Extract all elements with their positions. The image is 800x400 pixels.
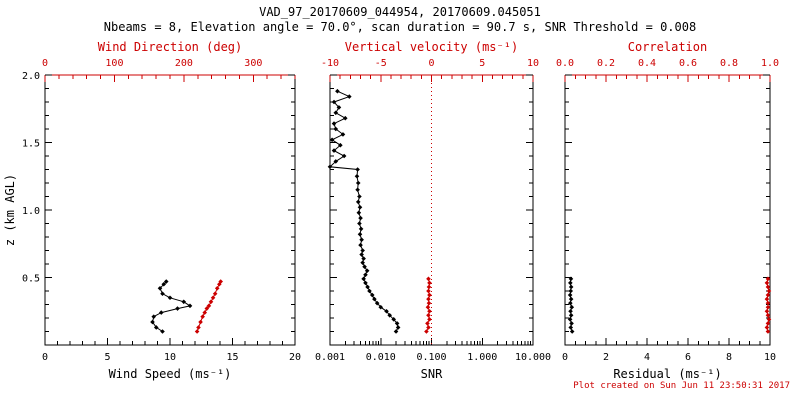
svg-text:2: 2 [603,352,609,363]
svg-text:0.001: 0.001 [315,352,345,363]
svg-text:300: 300 [244,58,262,69]
svg-text:4: 4 [644,352,650,363]
axis-y-residual-correlation [565,74,770,346]
svg-text:0: 0 [42,352,48,363]
series-snr-profile [327,88,401,334]
axis-title-snr-vertical-velocity-top: Vertical velocity (ms⁻¹) [345,40,518,54]
svg-text:1.000: 1.000 [467,352,497,363]
svg-text:0.0: 0.0 [556,58,574,69]
svg-text:200: 200 [175,58,193,69]
series-wind-direction [194,279,223,334]
svg-text:0.5: 0.5 [22,274,40,285]
svg-text:0.010: 0.010 [366,352,396,363]
svg-text:0.4: 0.4 [638,58,656,69]
plot-created-timestamp: Plot created on Sun Jun 11 23:50:31 2017 [573,381,790,391]
svg-text:10: 10 [527,58,539,69]
axis-title-snr-vertical-velocity-bottom: SNR [421,367,443,381]
svg-text:1.0: 1.0 [761,58,779,69]
axis-title-wind-speed-direction-top: Wind Direction (deg) [98,40,243,54]
panel-wind-speed-direction: 0 5 10 15 20 Wind Speed (ms⁻¹) 0 100 200 300Wind … [3,40,301,381]
svg-text:5: 5 [104,352,110,363]
svg-text:8: 8 [726,352,732,363]
svg-text:0.6: 0.6 [679,58,697,69]
axis-title-z: z (km AGL) [3,174,17,246]
svg-text:2.0: 2.0 [22,71,40,82]
svg-text:20: 20 [289,352,301,363]
svg-text:100: 100 [105,58,123,69]
plot-title: VAD_97_20170609_044954, 20170609.045051 [259,5,541,19]
axis-y-wind-speed-direction: 0.5 1.0 1.5 2.0 [22,71,295,346]
axis-y-snr-vertical-velocity [330,74,533,346]
axis-bottom-snr-vertical-velocity: 0.001 0.010 0.100 1.000 10.000 SNR [315,338,551,381]
svg-text:1.5: 1.5 [22,139,40,150]
axis-bottom-residual-correlation: 0 2 4 6 8 10 Residual (ms⁻¹) [562,338,776,381]
plot-subtitle: Nbeams = 8, Elevation angle = 70.0°, sca… [103,20,697,34]
svg-text:15: 15 [226,352,238,363]
series-correlation [764,276,772,334]
svg-text:1.0: 1.0 [22,206,40,217]
axis-title-wind-speed-direction-bottom: Wind Speed (ms⁻¹) [109,367,232,381]
series-vertical-velocity [424,276,432,334]
svg-text:5: 5 [479,58,485,69]
svg-text:10: 10 [764,352,776,363]
svg-text:10.000: 10.000 [515,352,551,363]
svg-text:-5: -5 [375,58,387,69]
svg-text:0: 0 [428,58,434,69]
axis-top-snr-vertical-velocity: -10 -5 0 5 10 Vertical velocity (ms⁻¹) [321,40,539,82]
axis-bottom-wind-speed-direction: 0 5 10 15 20 Wind Speed (ms⁻¹) [42,338,301,381]
panel-snr-vertical-velocity: 0.001 0.010 0.100 1.000 10.000 SNR -10 -5 0 5 10 Ve… [315,40,551,381]
svg-text:0: 0 [42,58,48,69]
axis-title-residual-correlation-top: Correlation [628,40,707,54]
series-residual [567,276,575,334]
svg-text:0.2: 0.2 [597,58,615,69]
axis-title-residual-correlation-bottom: Residual (ms⁻¹) [613,367,721,381]
svg-text:0: 0 [562,352,568,363]
axis-top-residual-correlation: 0.0 0.2 0.4 0.6 0.8 1.0 Correlation [556,40,779,82]
series-wind-speed [150,279,193,334]
svg-text:10: 10 [164,352,176,363]
svg-text:-10: -10 [321,58,339,69]
svg-text:0.100: 0.100 [416,352,446,363]
panel-residual-correlation: 0 2 4 6 8 10 Residual (ms⁻¹) 0.0 0.2 0.4 0.6 0.8 1.0… [556,40,779,381]
svg-text:0.8: 0.8 [720,58,738,69]
svg-text:6: 6 [685,352,691,363]
